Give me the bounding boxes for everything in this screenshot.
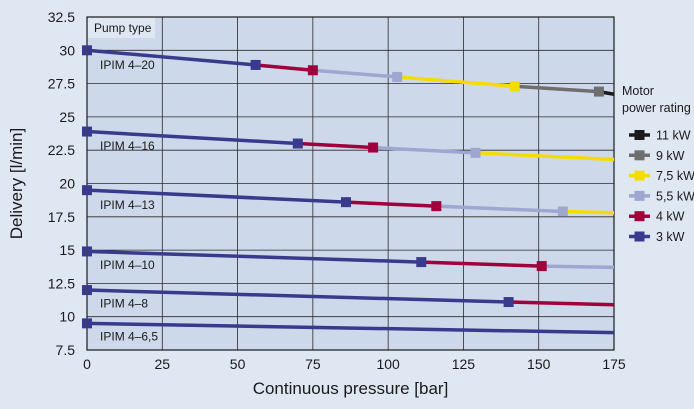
series-marker [340,197,351,208]
legend-label: 7,5 kW [656,169,694,183]
series-segment [312,68,398,79]
x-axis-title: Continuous pressure [bar] [253,379,449,398]
x-tick-label: 25 [154,356,170,372]
series-marker [536,261,547,272]
y-tick-label: 17.5 [48,209,75,225]
series-segment [86,288,509,304]
series-2: IPIM 4–13 [82,185,615,217]
series-segment [514,84,600,94]
x-tick-label: 50 [230,356,246,372]
series-label: IPIM 4–6,5 [100,330,158,344]
series-marker [593,86,604,97]
series-marker [82,246,92,257]
legend-title: power rating [622,101,691,115]
legend-label: 9 kW [656,149,685,163]
series-segment [421,260,542,268]
series-segment [86,188,347,204]
legend-swatch [634,211,645,222]
series-marker [503,297,514,308]
y-axis-title: Delivery [l/min] [7,128,26,239]
legend-label: 4 kW [656,210,685,224]
series-label: IPIM 4–10 [100,258,155,272]
series-segment [508,300,615,307]
series-1: IPIM 4–16 [82,126,615,162]
legend-swatch [634,190,645,201]
series-segment [86,249,422,264]
series-marker [392,71,403,82]
series-segment [255,63,314,73]
series-segment [436,204,563,214]
plot-frame [86,16,615,351]
pump-type-heading: Pump type [94,21,152,35]
series-0: IPIM 4–20 [82,45,615,97]
y-tick-label: 30 [59,42,75,58]
series-marker [368,142,379,153]
y-tick-label: 20 [59,176,75,192]
series-segment [86,48,256,67]
series-segment [86,129,298,146]
series-marker [431,201,442,212]
series-segment [475,151,615,162]
series-4: IPIM 4–8 [82,285,615,310]
series-marker [82,126,92,137]
series-segment [372,145,476,155]
legend-title: Motor [622,84,654,98]
series-segment [86,321,615,335]
series-label: IPIM 4–13 [100,198,155,212]
series-3: IPIM 4–10 [82,246,615,272]
series-segment [562,209,615,215]
series-marker [82,318,92,329]
x-tick-label: 0 [83,356,91,372]
x-tick-label: 100 [376,356,400,372]
series-label: IPIM 4–16 [100,139,155,153]
y-tick-label: 12.5 [48,275,75,291]
x-tick-label: 75 [305,356,321,372]
legend-label: 11 kW [656,129,691,143]
series-segment [541,264,615,270]
series-marker [250,59,261,70]
x-tick-label: 175 [602,356,626,372]
series-marker [82,285,92,296]
y-tick-label: 25 [59,109,75,125]
series-marker [82,185,92,196]
legend-swatch [634,170,645,181]
series-marker [292,138,303,149]
legend-swatch [634,150,645,161]
y-tick-label: 22.5 [48,142,75,158]
series-marker [416,257,427,268]
series-marker [557,206,568,217]
y-tick-label: 15 [59,242,75,258]
series-label: IPIM 4–20 [100,58,155,72]
y-tick-label: 32.5 [48,9,75,25]
series-marker [509,81,520,92]
legend-label: 5,5 kW [656,189,694,203]
series-segment [297,141,374,150]
pump-type-heading-bg [88,18,155,38]
x-tick-label: 125 [452,356,476,372]
x-tick-label: 150 [527,356,551,372]
y-tick-label: 7.5 [56,342,76,358]
series-marker [470,147,481,158]
series-label: IPIM 4–8 [100,296,148,310]
series-5: IPIM 4–6,5 [82,318,615,344]
series-marker [82,45,92,56]
y-tick-label: 27.5 [48,76,75,92]
series-segment [345,200,437,208]
y-tick-label: 10 [59,309,75,325]
legend-label: 3 kW [656,230,685,244]
legend-swatch [634,231,645,242]
series-segment [397,75,515,89]
legend-swatch [634,130,645,140]
series-marker [307,65,318,76]
